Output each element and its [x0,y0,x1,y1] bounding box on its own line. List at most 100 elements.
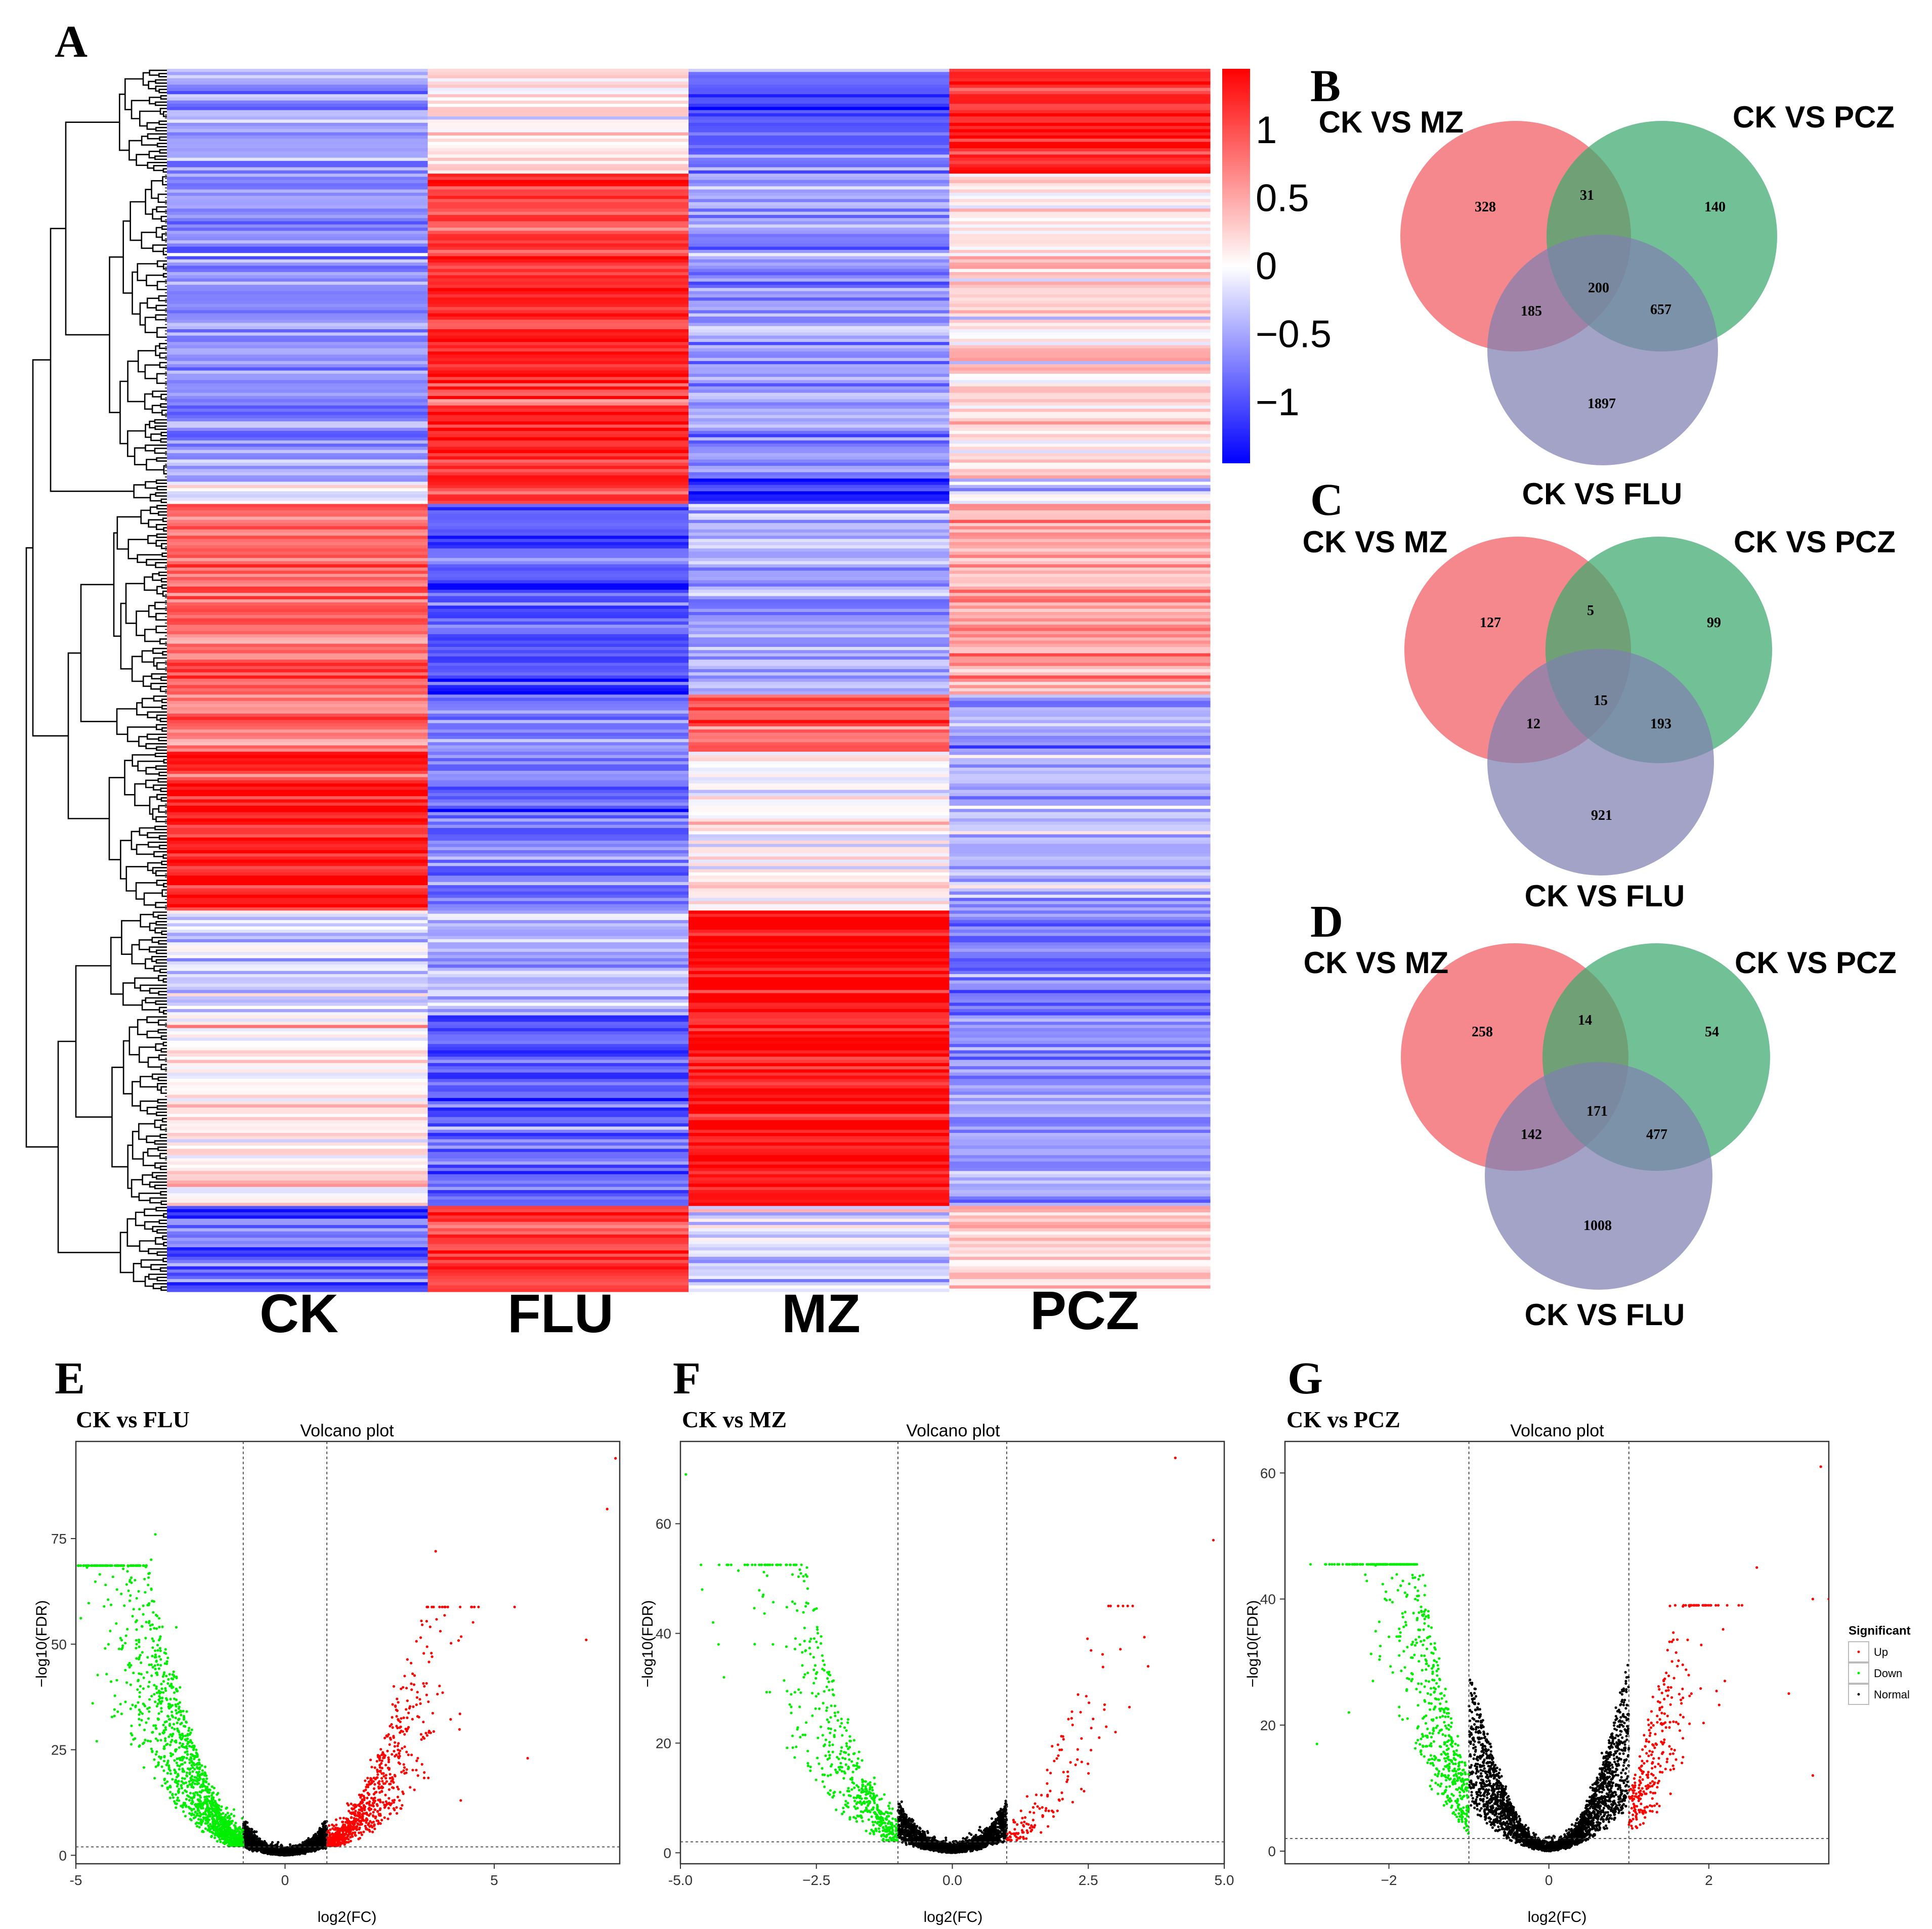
heatmap-cell [427,793,689,797]
heatmap-cell [427,745,689,749]
heatmap-cell [427,383,689,387]
heatmap-cell [167,850,428,854]
heatmap-cell [427,310,689,314]
heatmap-cell [689,1218,950,1222]
heatmap-cell [949,723,1211,727]
heatmap-cell [949,625,1211,628]
heatmap-cell [167,869,428,873]
heatmap-cell [167,1034,428,1038]
point-normal [277,1840,280,1844]
heatmap-cell [167,942,428,946]
dendrogram-branch [111,1067,128,1168]
heatmap-cell [689,898,950,902]
dendrogram-branch [155,870,167,876]
dendrogram-branch [163,883,167,888]
dendrogram-branch [159,969,167,974]
dendrogram-branch [160,1035,167,1040]
heatmap-cell [949,1053,1211,1057]
heatmap-cell [427,1228,689,1232]
heatmap-cell [427,262,689,266]
heatmap-cell [689,913,950,917]
heatmap-cell [949,475,1211,479]
dendrogram-branch [163,1010,167,1015]
heatmap-cell [689,542,950,546]
heatmap-cell [689,389,950,393]
heatmap-cell [167,958,428,962]
point-normal [319,1830,322,1833]
heatmap-column-label: MZ [782,1283,861,1344]
heatmap-cell [689,240,950,244]
dendrogram-branch [133,484,151,499]
heatmap-cell [949,1101,1211,1105]
heatmap-cell [949,653,1211,657]
heatmap-cell [949,494,1211,498]
heatmap-cell [689,469,950,473]
heatmap-cell [949,729,1211,733]
dendrogram-branch [160,438,167,443]
heatmap-cell [689,1256,950,1260]
heatmap-cell [949,713,1211,717]
heatmap-cell [949,1253,1211,1257]
dendrogram-branch [109,256,123,413]
venn-count: 140 [1704,199,1726,215]
heatmap-cell [689,1057,950,1061]
dendrogram-branch [146,274,164,286]
heatmap-cell [949,361,1211,365]
heatmap-cell [949,447,1211,451]
heatmap-cell [689,392,950,397]
heatmap-cell [949,567,1211,571]
heatmap-cell [949,1285,1211,1289]
heatmap-cell [689,214,950,218]
heatmap-cell [949,824,1211,828]
point-normal [256,1848,259,1851]
heatmap-cell [949,303,1211,308]
heatmap-cell [427,799,689,803]
heatmap-cell [167,345,428,349]
dendrogram-branch [146,1016,167,1023]
heatmap-cell [167,355,428,359]
heatmap-cell [167,1256,428,1260]
heatmap-cell [949,1187,1211,1191]
heatmap-cell [167,377,428,381]
heatmap-cell [427,923,689,927]
heatmap-cell [427,847,689,851]
dendrogram-branch [156,206,167,212]
heatmap-cell [949,122,1211,126]
dendrogram-branch [153,695,167,702]
dendrogram-branch [141,999,160,1011]
heatmap-cell [689,602,950,606]
heatmap-cell [689,192,950,196]
heatmap-cell [689,742,950,746]
point-normal [256,1842,260,1845]
heatmap-cell [427,510,689,514]
venn-count: 193 [1650,716,1671,732]
heatmap-cell [167,755,428,759]
heatmap-cell [689,1114,950,1118]
heatmap-cell [949,1203,1211,1207]
heatmap-cell [949,335,1211,339]
dendrogram-branch [136,154,149,166]
heatmap-cell [689,964,950,968]
heatmap-cell [167,637,428,641]
heatmap-cell [949,650,1211,654]
heatmap-cell [167,1196,428,1200]
colorbar-tick-label: 0 [1256,245,1277,288]
heatmap-cell [427,815,689,819]
heatmap-cell [427,475,689,479]
point-normal [252,1841,255,1844]
heatmap-cell [949,602,1211,606]
heatmap-cell [427,253,689,257]
heatmap-cell [949,793,1211,797]
heatmap-cell [427,723,689,727]
heatmap-cell [689,726,950,730]
heatmap-cell [689,710,950,714]
heatmap-cell [167,501,428,505]
heatmap-cell [689,288,950,292]
heatmap-cell [427,154,689,158]
heatmap-cell [689,821,950,825]
heatmap-cell [949,593,1211,597]
dendrogram-branch [127,539,148,559]
heatmap-cell [689,1209,950,1213]
heatmap-cell [427,821,689,825]
heatmap-cell [949,694,1211,698]
